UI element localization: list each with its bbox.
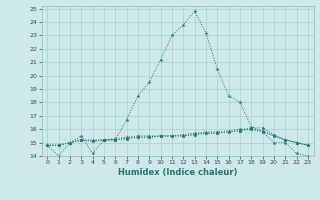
X-axis label: Humidex (Indice chaleur): Humidex (Indice chaleur) <box>118 168 237 177</box>
